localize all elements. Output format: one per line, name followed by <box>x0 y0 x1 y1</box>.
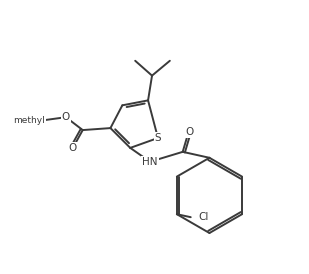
Text: HN: HN <box>142 157 158 167</box>
Text: O: O <box>62 112 70 122</box>
Text: Cl: Cl <box>198 212 209 222</box>
Text: O: O <box>185 127 194 137</box>
Text: S: S <box>154 133 161 143</box>
Text: O: O <box>69 143 77 153</box>
Text: methyl: methyl <box>13 116 45 125</box>
